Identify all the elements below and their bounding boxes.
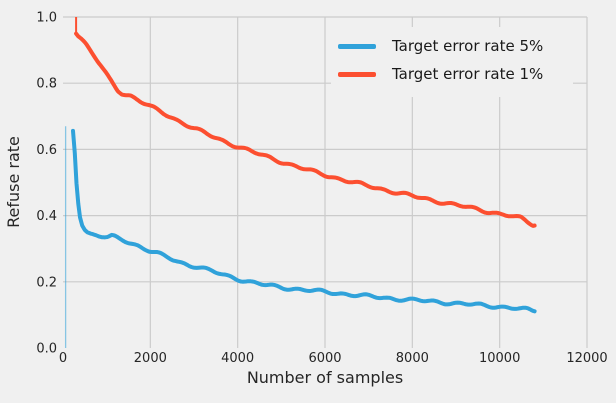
x-tick-label: 4000	[221, 351, 254, 366]
legend-key-5pct-icon	[338, 43, 376, 49]
y-tick-label: 0.8	[36, 77, 57, 92]
legend-label-1pct: Target error rate 1%	[392, 65, 544, 83]
x-tick-label: 0	[59, 351, 67, 366]
legend-label-5pct: Target error rate 5%	[392, 37, 544, 55]
series-line-5pct	[71, 128, 537, 314]
y-tick-label: 0.2	[36, 275, 57, 290]
legend-key-1pct-icon	[338, 71, 376, 77]
x-tick-label: 8000	[396, 351, 429, 366]
y-tick-label: 0.6	[36, 143, 57, 158]
y-axis-label: Refuse rate	[4, 136, 23, 228]
legend-item-1pct: Target error rate 1%	[338, 61, 573, 87]
x-axis-label: Number of samples	[246, 368, 404, 387]
y-tick-label: 1.0	[36, 11, 57, 26]
legend: Target error rate 5% Target error rate 1…	[331, 27, 573, 97]
y-tick-label: 0.4	[36, 209, 57, 224]
legend-item-5pct: Target error rate 5%	[338, 33, 573, 59]
x-tick-label: 2000	[134, 351, 167, 366]
series-line-1pct	[74, 31, 537, 228]
x-tick-label: 10000	[479, 351, 520, 366]
x-tick-label: 12000	[566, 351, 607, 366]
x-tick-label: 6000	[308, 351, 341, 366]
y-tick-label: 0.0	[36, 342, 57, 357]
